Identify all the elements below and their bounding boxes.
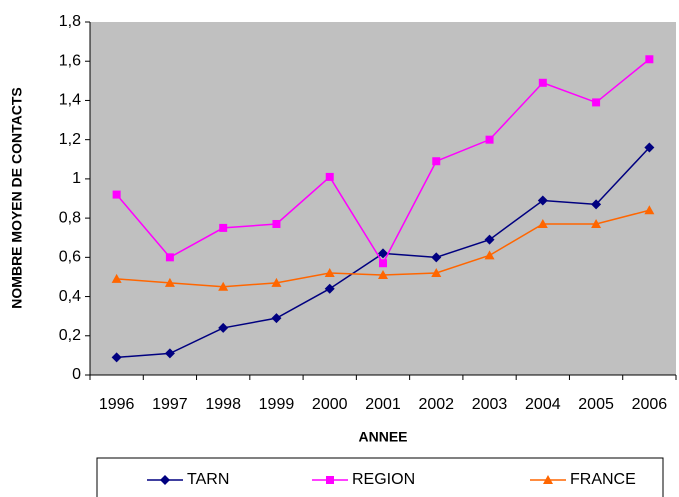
marker <box>591 218 602 228</box>
y-tick-label: 0,6 <box>59 249 81 266</box>
y-tick-label: 0 <box>72 366 81 383</box>
x-tick-label: 2006 <box>632 396 668 413</box>
y-axis-title: NOMBRE MOYEN DE CONTACTS <box>9 87 25 308</box>
marker <box>644 205 655 215</box>
marker <box>431 252 442 263</box>
x-tick-label: 2004 <box>525 396 561 413</box>
marker <box>644 142 655 153</box>
marker <box>432 157 441 166</box>
marker <box>219 223 228 232</box>
marker <box>537 218 548 228</box>
legend-label: REGION <box>352 471 415 488</box>
marker <box>165 253 174 262</box>
marker <box>484 250 495 260</box>
marker <box>271 313 282 324</box>
marker <box>111 352 122 363</box>
legend-box <box>96 457 664 497</box>
marker <box>272 219 281 228</box>
x-tick-label: 1997 <box>152 396 188 413</box>
plot-area <box>90 22 676 375</box>
marker <box>538 78 547 87</box>
y-tick-label: 0,8 <box>59 209 81 226</box>
x-tick-label: 1998 <box>205 396 241 413</box>
marker <box>271 277 282 287</box>
marker <box>379 259 387 268</box>
y-tick-label: 1,8 <box>59 13 81 30</box>
marker <box>218 281 229 291</box>
marker <box>111 273 122 283</box>
marker <box>324 283 335 294</box>
x-tick-label: 1996 <box>99 396 135 413</box>
y-tick-label: 1,6 <box>59 52 81 69</box>
marker <box>543 475 553 484</box>
marker <box>324 268 335 278</box>
legend-label: FRANCE <box>570 471 636 488</box>
x-axis-title: ANNEE <box>358 429 407 445</box>
marker <box>485 135 494 144</box>
x-tick-label: 2003 <box>472 396 508 413</box>
y-tick-label: 0,2 <box>59 327 81 344</box>
marker <box>378 269 388 279</box>
marker <box>537 195 548 206</box>
marker <box>160 475 170 485</box>
y-tick-label: 1,4 <box>59 92 81 109</box>
marker <box>218 322 229 333</box>
marker <box>326 476 334 484</box>
x-tick-label: 1999 <box>259 396 295 413</box>
legend-label: TARN <box>187 471 229 488</box>
marker <box>112 190 121 199</box>
marker <box>325 172 334 181</box>
x-tick-label: 2000 <box>312 396 348 413</box>
y-tick-label: 1,2 <box>59 131 81 148</box>
x-tick-label: 2002 <box>418 396 454 413</box>
marker <box>484 234 495 245</box>
x-tick-label: 2001 <box>365 396 401 413</box>
marker <box>164 277 175 287</box>
marker <box>645 55 654 64</box>
marker <box>378 248 388 259</box>
y-tick-label: 1 <box>72 170 81 187</box>
marker <box>591 199 602 210</box>
y-tick-label: 0,4 <box>59 288 81 305</box>
marker <box>592 98 601 107</box>
marker <box>164 348 175 359</box>
x-tick-label: 2005 <box>578 396 614 413</box>
marker <box>431 268 442 278</box>
